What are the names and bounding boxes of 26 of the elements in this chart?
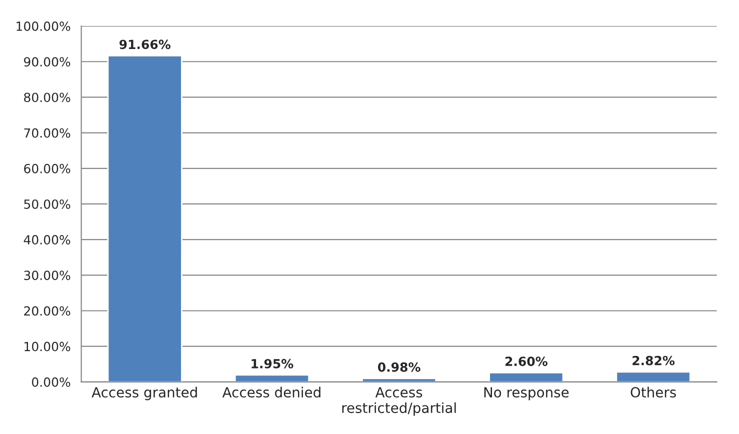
- data-label: 2.82%: [632, 356, 675, 366]
- bar: [616, 371, 691, 382]
- data-label: 91.66%: [119, 40, 170, 50]
- y-tick-label: 20.00%: [24, 306, 70, 316]
- x-tick-label: Access restricted/partial: [342, 387, 456, 416]
- y-tick-label: 50.00%: [24, 199, 70, 209]
- bar: [488, 372, 564, 382]
- y-tick-label: 80.00%: [24, 92, 70, 102]
- y-tick-label: 0.00%: [32, 377, 70, 387]
- y-tick-label: 90.00%: [24, 57, 70, 67]
- x-tick-label: Others: [630, 386, 676, 398]
- y-tick-label: 70.00%: [24, 128, 70, 138]
- x-tick-label: No response: [484, 387, 569, 400]
- y-tick-label: 30.00%: [24, 270, 70, 280]
- bar: [234, 374, 310, 382]
- x-tick-label: Access denied: [222, 386, 320, 398]
- y-tick-label: 10.00%: [24, 342, 70, 352]
- data-label: 0.98%: [378, 362, 420, 372]
- bar: [362, 378, 437, 382]
- y-tick-label: 40.00%: [24, 235, 70, 244]
- y-tick-label: 60.00%: [24, 164, 70, 174]
- data-label: 2.60%: [505, 356, 548, 366]
- y-tick-label: 100.00%: [16, 22, 70, 31]
- x-tick-label: Access granted: [92, 386, 197, 400]
- bar: [107, 55, 182, 382]
- data-label: 1.95%: [252, 358, 294, 368]
